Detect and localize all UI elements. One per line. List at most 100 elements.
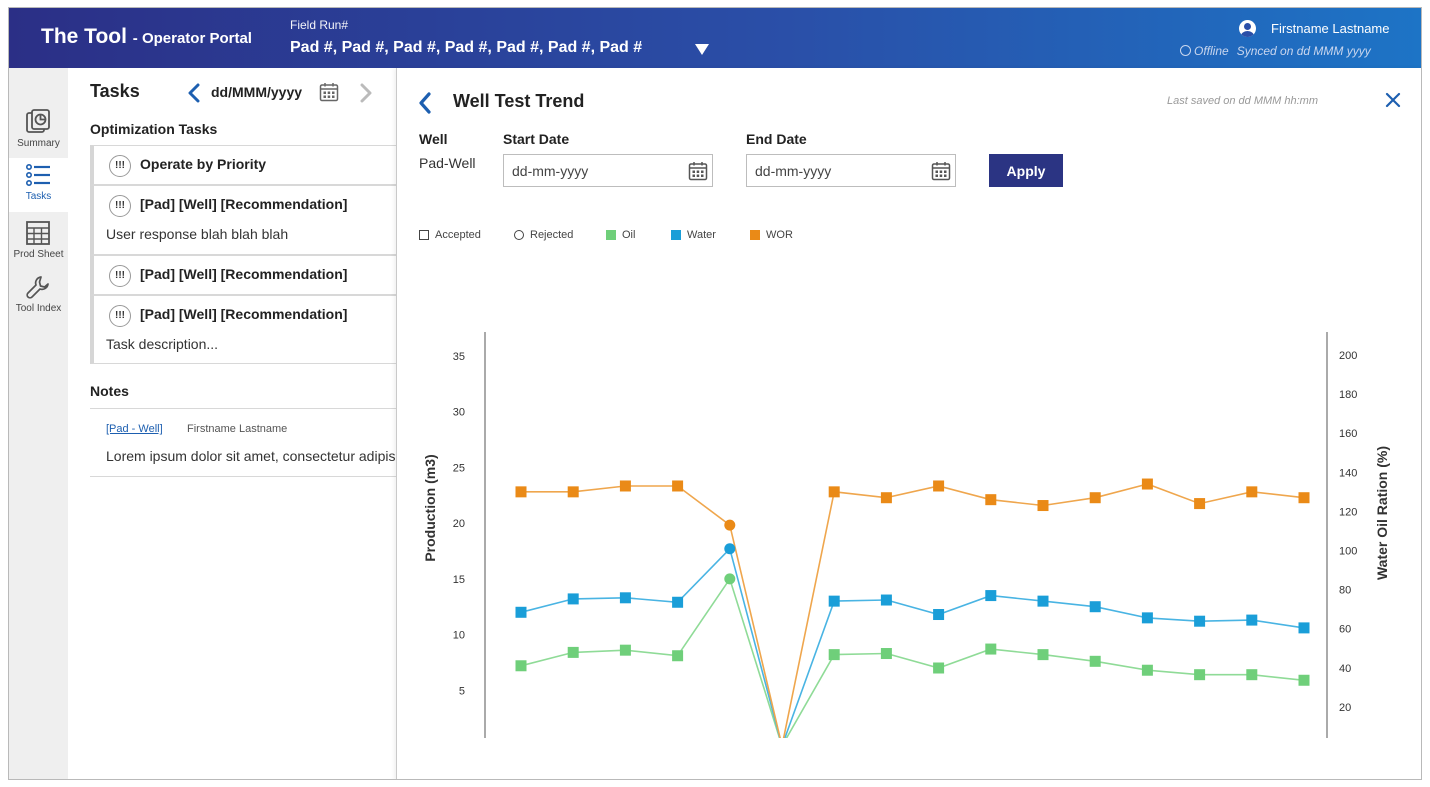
y-tick-label-left: 10 — [453, 630, 465, 642]
data-point-oil — [1298, 674, 1310, 686]
data-point-water — [1246, 614, 1258, 626]
synced-text: Synced on dd MMM yyyy — [1236, 44, 1371, 58]
data-point-oil — [933, 662, 945, 674]
square-outline-icon — [419, 230, 429, 240]
brand-subtitle: - Operator Portal — [132, 30, 252, 47]
field-run-label: Field Run# — [290, 18, 349, 32]
data-point-oil — [880, 648, 892, 660]
start-date-input[interactable] — [512, 161, 682, 181]
brand-name: The Tool — [41, 25, 127, 48]
data-point-wor — [1298, 492, 1310, 504]
y2-tick-label-right: 160 — [1339, 428, 1357, 440]
data-point-oil — [1089, 655, 1101, 667]
y2-tick-label-right: 40 — [1339, 663, 1351, 675]
summary-icon — [26, 109, 50, 133]
y-tick-label-left: 15 — [453, 574, 465, 586]
y2-tick-label-right: 120 — [1339, 506, 1357, 518]
end-date-input[interactable] — [755, 161, 925, 181]
task-item[interactable]: !!! [Pad] [Well] [Recommendation] — [90, 255, 396, 295]
data-point-water — [1141, 612, 1153, 624]
data-point-rejected-water — [724, 543, 736, 555]
data-point-oil — [1246, 669, 1258, 681]
calendar-icon[interactable] — [688, 161, 708, 181]
tasks-title: Tasks — [90, 81, 140, 101]
close-icon[interactable] — [1385, 92, 1401, 108]
data-point-water — [1194, 615, 1206, 627]
legend-label: Accepted — [435, 229, 481, 241]
note-author: Firstname Lastname — [187, 423, 288, 435]
field-run-value[interactable]: Pad #, Pad #, Pad #, Pad #, Pad #, Pad #… — [290, 39, 643, 56]
data-point-wor — [1194, 498, 1206, 510]
data-point-wor — [933, 480, 945, 492]
data-point-water — [515, 606, 527, 618]
nav-item-summary[interactable]: Summary — [9, 104, 68, 158]
data-point-oil — [828, 649, 840, 661]
data-point-water — [985, 590, 997, 602]
note-text: Lorem ipsum dolor sit amet, consectetur … — [106, 448, 396, 464]
water-square-icon — [671, 230, 681, 240]
apply-button[interactable]: Apply — [989, 154, 1063, 187]
data-point-wor — [1089, 492, 1101, 504]
data-point-water — [880, 594, 892, 606]
series-line-oil — [520, 577, 1305, 748]
data-point-wor — [619, 480, 631, 492]
y-tick-label-left: 5 — [459, 685, 465, 697]
data-point-wor — [1246, 486, 1258, 498]
nav-label-tool-index: Tool Index — [15, 303, 62, 314]
user-menu[interactable]: Firstname Lastname — [1239, 20, 1390, 38]
y2-tick-label-right: 200 — [1339, 350, 1357, 362]
data-point-water — [1037, 595, 1049, 607]
y-axis-title: Production (m3) — [422, 454, 438, 561]
calendar-icon[interactable] — [931, 161, 951, 181]
data-point-wor — [567, 486, 579, 498]
task-date: dd/MMM/yyyy — [211, 84, 303, 100]
priority-icon: !!! — [109, 265, 131, 287]
note-well-link[interactable]: [Pad - Well] — [106, 423, 163, 435]
nav-item-tool-index[interactable]: Tool Index — [9, 270, 68, 324]
y2-tick-label-right: 60 — [1339, 624, 1351, 636]
data-point-water — [1089, 601, 1101, 613]
legend-label: Rejected — [530, 229, 574, 241]
y2-tick-label-right: 20 — [1339, 702, 1351, 714]
caret-down-icon[interactable] — [695, 44, 709, 55]
chevron-left-icon[interactable] — [187, 83, 201, 103]
calendar-icon[interactable] — [319, 82, 339, 102]
chart-svg: 0510152025303502040608010012014016018020… — [422, 332, 1390, 771]
nav-label-summary: Summary — [17, 138, 60, 149]
app-window: The Tool - Operator Portal Field Run# Pa… — [8, 7, 1422, 780]
notes-title: Notes — [90, 383, 129, 399]
chevron-right-icon[interactable] — [359, 83, 373, 103]
back-arrow-icon[interactable] — [417, 92, 433, 114]
brand-title: The Tool - Operator Portal — [41, 25, 252, 49]
data-point-wor — [1141, 478, 1153, 490]
task-title: [Pad] [Well] [Recommendation] — [140, 266, 348, 282]
data-point-oil — [672, 650, 684, 662]
y-tick-label-left: 25 — [453, 462, 465, 474]
task-item[interactable]: !!! Operate by Priority — [90, 145, 396, 185]
start-date-label: Start Date — [503, 131, 570, 147]
well-test-trend-panel: Well Test Trend Last saved on dd MMM hh:… — [396, 68, 1421, 779]
task-title: Operate by Priority — [140, 156, 267, 172]
left-nav: Summary Tasks Prod Sheet — [9, 68, 68, 779]
data-point-wor — [985, 494, 997, 506]
note-item: [Pad - Well] Firstname Lastname Lorem ip… — [90, 408, 396, 477]
data-point-rejected-oil — [724, 573, 736, 585]
sync-status: Offline Synced on dd MMM yyyy — [1180, 44, 1371, 58]
data-point-water — [619, 592, 631, 604]
y2-tick-label-right: 140 — [1339, 467, 1357, 479]
oil-square-icon — [606, 230, 616, 240]
top-header: The Tool - Operator Portal Field Run# Pa… — [9, 8, 1421, 68]
data-point-water — [933, 609, 945, 621]
nav-item-prod-sheet[interactable]: Prod Sheet — [9, 216, 68, 270]
task-title: [Pad] [Well] [Recommendation] — [140, 196, 348, 212]
user-icon — [1239, 20, 1256, 37]
data-point-wor — [828, 486, 840, 498]
nav-item-tasks[interactable]: Tasks — [9, 158, 68, 212]
legend-label: Oil — [622, 229, 636, 241]
task-item[interactable]: !!! [Pad] [Well] [Recommendation] User r… — [90, 185, 396, 255]
well-label: Well — [419, 131, 448, 147]
data-point-water — [672, 596, 684, 608]
last-saved-text: Last saved on dd MMM hh:mm — [1167, 95, 1319, 107]
panel-title: Well Test Trend — [453, 91, 585, 111]
task-item[interactable]: !!! [Pad] [Well] [Recommendation] Task d… — [90, 295, 396, 364]
